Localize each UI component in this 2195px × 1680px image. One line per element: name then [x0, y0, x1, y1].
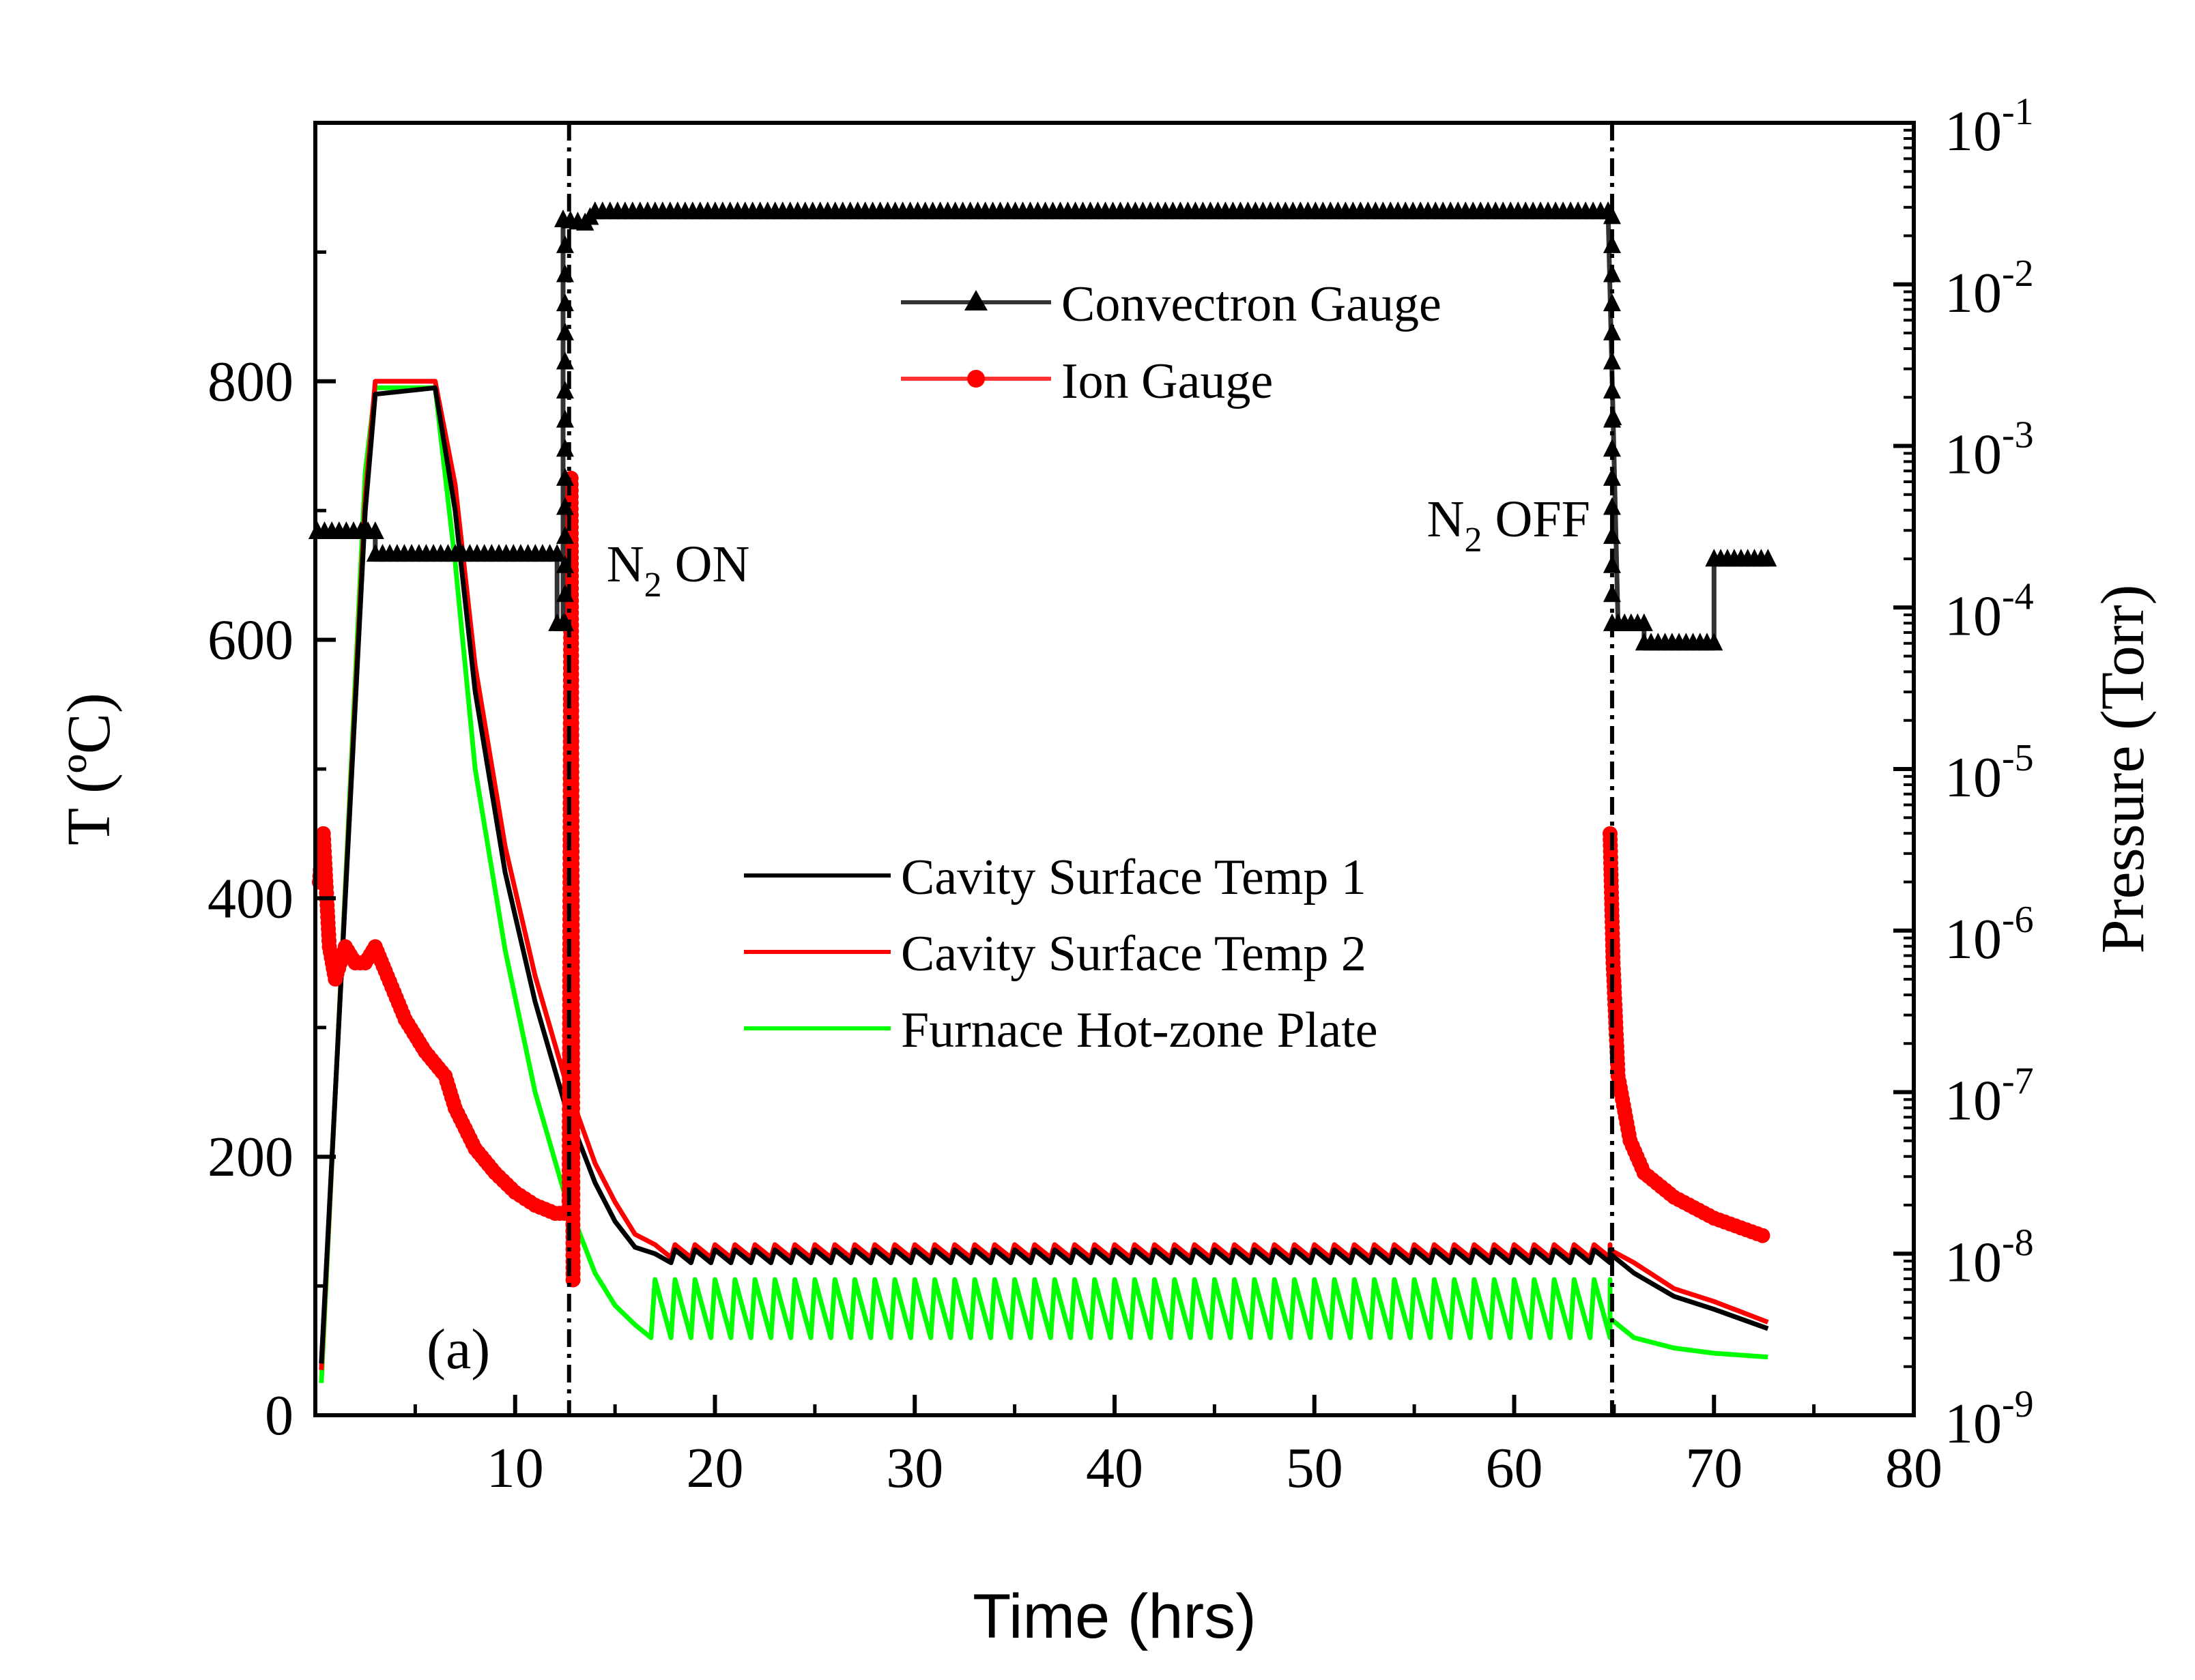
x-axis-ticks: 10 20 30 40 50 60 70 80	[413, 1395, 1942, 1500]
convectron-gauge-point	[1603, 526, 1621, 545]
pressure-legend: Convectron Gauge Ion Gauge	[901, 276, 1441, 409]
x-tick-label-6: 70	[1685, 1436, 1742, 1500]
convectron-gauge-point	[1603, 322, 1621, 341]
y-left-tick-label-4: 800	[207, 350, 293, 414]
legend-label-ion: Ion Gauge	[1061, 353, 1273, 409]
x-tick-label-1: 20	[687, 1436, 744, 1500]
y-right-tick-label-0: 10-9	[1945, 1383, 2034, 1455]
x-axis-label: Time (hrs)	[973, 1582, 1257, 1651]
y-left-tick-label-2: 400	[207, 867, 293, 930]
annotations: N2 ON N2 OFF	[607, 491, 1590, 605]
series-cavity-surface-temp-2	[319, 379, 1769, 1370]
right-y-axis-label: Pressure (Torr)	[2089, 584, 2157, 953]
x-tick-label-3: 40	[1086, 1436, 1143, 1500]
legend-marker-convectron	[964, 290, 988, 310]
y-right-tick-label-5: 10-4	[1945, 575, 2034, 648]
convectron-gauge-point	[1603, 206, 1621, 225]
convectron-gauge-point	[1705, 633, 1723, 651]
legend-label-temp1: Cavity Surface Temp 1	[901, 850, 1366, 906]
series-convectron-gauge-markers	[308, 201, 1777, 651]
convectron-gauge-point	[1603, 381, 1621, 399]
ion-gauge-point	[1755, 1228, 1770, 1243]
y-right-tick-label-3: 10-6	[1945, 899, 2034, 971]
y-left-tick-label-0: 0	[265, 1384, 293, 1447]
x-tick-label-4: 50	[1286, 1436, 1343, 1500]
convectron-gauge-point	[366, 521, 384, 539]
legend-label-hotzone: Furnace Hot-zone Plate	[901, 1002, 1378, 1058]
x-tick-label-7: 80	[1885, 1436, 1942, 1500]
convectron-gauge-point	[548, 544, 566, 562]
convectron-gauge-point	[1603, 467, 1621, 486]
vertical-marker-lines	[566, 123, 1614, 1415]
y-right-tick-label-2: 10-7	[1945, 1060, 2034, 1133]
left-y-axis-label: T (ºC)	[55, 693, 123, 845]
y-right-tick-label-1: 10-8	[1945, 1221, 2034, 1294]
right-y-axis-ticks: 10-9 10-8 10-7 10-6 10-5 10-4 10-3 10-2 10-1	[1893, 91, 2034, 1455]
y-right-tick-label-6: 10-3	[1945, 414, 2034, 487]
x-tick-label-0: 10	[487, 1436, 544, 1500]
series-furnace-hot-zone-plate	[319, 385, 1768, 1383]
convectron-gauge-point	[556, 497, 574, 515]
y-left-tick-label-1: 200	[207, 1125, 293, 1189]
legend-marker-ion	[967, 370, 985, 388]
convectron-gauge-point	[1759, 549, 1777, 567]
y-right-tick-label-4: 10-5	[1945, 737, 2034, 809]
convectron-gauge-point	[1635, 613, 1653, 631]
convectron-gauge-point	[556, 555, 574, 573]
y-right-tick-label-7: 10-2	[1945, 252, 2034, 325]
y-right-tick-label-8: 10-1	[1945, 91, 2034, 163]
series-cavity-surface-temp-1	[319, 385, 1769, 1364]
x-tick-label-5: 60	[1486, 1436, 1543, 1500]
legend-label-temp2: Cavity Surface Temp 2	[901, 926, 1366, 982]
panel-label: (a)	[427, 1318, 490, 1381]
left-y-axis-ticks: 0 200 400 600 800	[207, 250, 336, 1447]
x-tick-label-2: 30	[886, 1436, 943, 1500]
convectron-gauge-point	[556, 235, 574, 253]
y-left-tick-label-3: 600	[207, 609, 293, 672]
legend-label-convectron: Convectron Gauge	[1061, 276, 1441, 332]
convectron-gauge-point	[556, 381, 574, 399]
temperature-legend: Cavity Surface Temp 1 Cavity Surface Tem…	[744, 850, 1378, 1058]
annotation-1: N2 OFF	[1427, 491, 1590, 560]
convectron-gauge-point	[556, 351, 574, 370]
annotation-0: N2 ON	[607, 536, 750, 605]
